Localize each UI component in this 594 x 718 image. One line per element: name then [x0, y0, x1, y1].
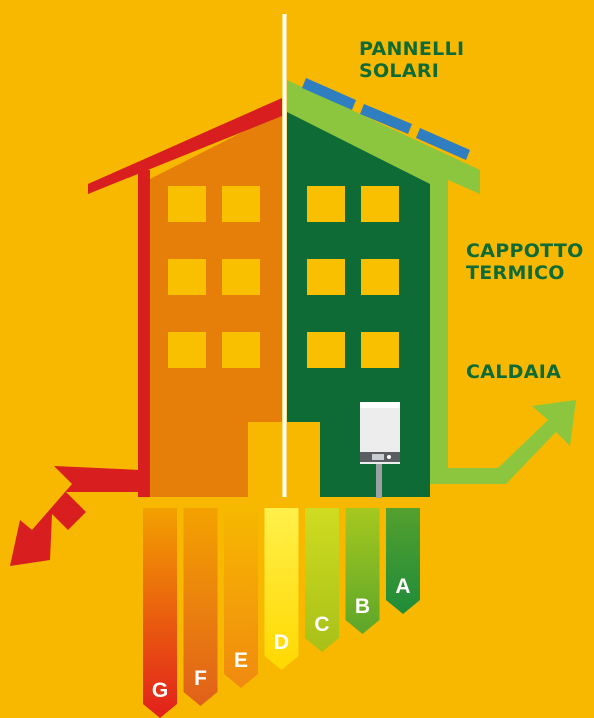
insulation-roof: [287, 80, 480, 468]
boiler-icon: [360, 402, 400, 498]
old-building: [10, 98, 282, 566]
arrow-up-right-icon: [430, 400, 576, 484]
old-building-body: [148, 112, 282, 497]
energy-class-bar-e: [224, 508, 258, 688]
boiler-label: CALDAIA: [466, 361, 562, 383]
old-wall-edge: [138, 170, 150, 497]
solar-panels-label: PANNELLI SOLARI: [359, 38, 465, 82]
energy-class-label-b: B: [355, 595, 370, 618]
energy-class-bar-g: [143, 508, 177, 718]
energy-class-bar-c: [305, 508, 339, 652]
energy-class-bar-b: [345, 508, 380, 634]
energy-class-bar-d: [264, 508, 299, 670]
insulation-label: CAPPOTTO TERMICO: [466, 240, 584, 284]
old-roof: [88, 98, 282, 194]
energy-scale: G F E D C B A: [143, 508, 420, 718]
energy-class-label-a: A: [395, 575, 410, 598]
old-windows: [168, 186, 260, 368]
energy-class-label-f: F: [194, 667, 207, 690]
solar-panel-icon: [302, 78, 470, 160]
new-windows: [307, 186, 399, 368]
energy-class-label-e: E: [234, 649, 248, 672]
energy-class-label-g: G: [152, 679, 168, 702]
energy-class-bar-f: [183, 508, 218, 706]
new-building: [287, 78, 576, 498]
arrow-down-left-icon: [10, 466, 141, 566]
energy-class-label-c: C: [314, 613, 329, 636]
energy-class-bar-a: [386, 508, 420, 614]
energy-class-label-d: D: [274, 631, 289, 654]
